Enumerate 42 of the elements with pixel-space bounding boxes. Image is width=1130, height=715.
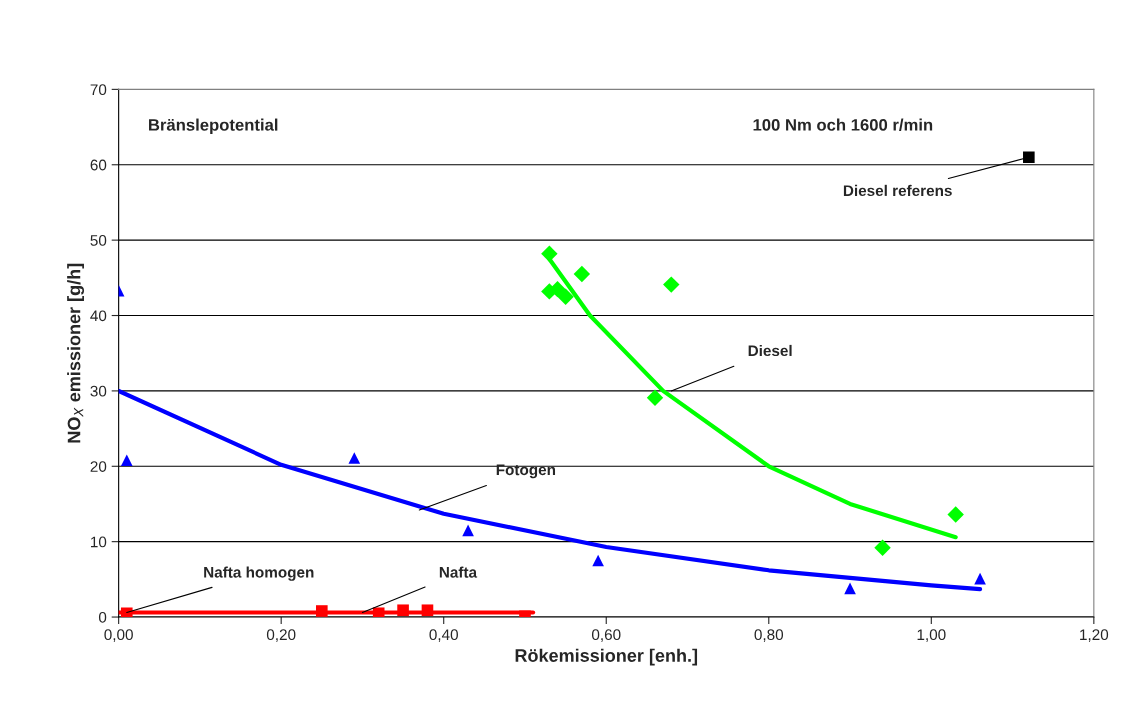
x-axis-title: Rökemissioner [enh.] [515, 648, 698, 666]
x-tick-label: 0,40 [429, 629, 458, 642]
point [397, 604, 409, 617]
point [573, 265, 591, 283]
annotation: Bränslepotential [149, 118, 278, 135]
point [120, 454, 133, 467]
point [874, 539, 891, 556]
point [557, 288, 574, 305]
point [372, 607, 385, 618]
annotation: Diesel referens [843, 184, 952, 197]
point [316, 605, 328, 617]
y-tick-label: 0 [98, 611, 107, 623]
annotation: Fotogen [496, 464, 556, 479]
annotation: Nafta homogen [204, 566, 314, 581]
y-tick-label: 40 [90, 310, 107, 322]
point [663, 276, 680, 293]
y-tick-label: 70 [90, 84, 107, 96]
y-tick-label: 60 [90, 159, 107, 171]
x-tick-label: 0,00 [104, 629, 133, 642]
point [646, 389, 664, 406]
x-tick-label: 0,80 [754, 629, 784, 642]
point [421, 604, 434, 617]
point [592, 554, 604, 567]
x-tick-label: 0,60 [591, 629, 621, 642]
annotation: 100 Nm och 1600 r/min [753, 118, 933, 131]
point [541, 245, 558, 262]
y-tick-label: 10 [91, 536, 107, 548]
y-tick-label: 20 [90, 461, 107, 472]
y-tick-label: 30 [90, 385, 107, 397]
x-tick-label: 1,20 [1080, 629, 1109, 642]
x-tick-label: 1,00 [917, 629, 946, 642]
x-tick-label: 0,20 [266, 629, 296, 642]
annotation: Nafta [439, 566, 478, 578]
y-axis-title: NO$_{X}$ emissioner [g/h] [67, 263, 85, 443]
y-tick-label: 50 [90, 235, 107, 246]
point [120, 607, 133, 618]
point [462, 524, 474, 537]
point [1023, 151, 1035, 164]
annotation: Diesel [748, 344, 792, 357]
line-series [118, 388, 983, 592]
point [947, 506, 964, 523]
point [348, 452, 361, 464]
